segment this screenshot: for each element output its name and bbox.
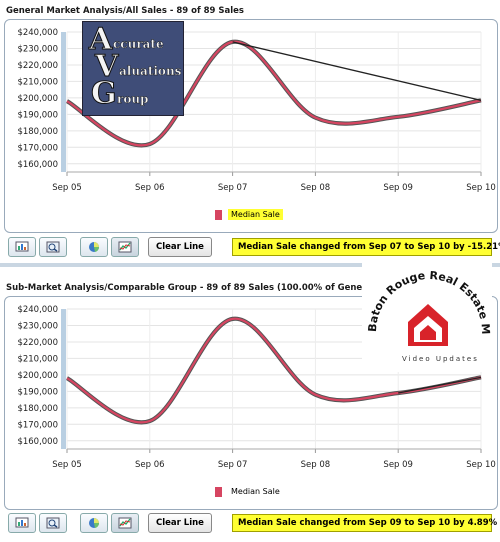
bottom-clear-line-button[interactable]: Clear Line: [148, 513, 212, 533]
y-axis-stripe: [61, 309, 66, 449]
bottom-status-message: Median Sale changed from Sep 09 to Sep 1…: [232, 514, 497, 532]
top-chart-frame: $160,000 $170,000 $180,000 $190,000 $200,000…: [4, 19, 498, 233]
top-chart-title: General Market Analysis/All Sales - 89 o…: [6, 6, 244, 16]
top-clear-line-button[interactable]: Clear Line: [148, 237, 212, 257]
baton-rouge-logo-graphic: Baton Rouge Real Estate Minute Video Upd…: [358, 252, 492, 363]
top-toolbar: Clear Line: [8, 237, 212, 257]
panel-divider: [0, 263, 500, 267]
top-line-chart: $160,000 $170,000 $180,000 $190,000 $200,000…: [17, 28, 496, 193]
y-tick-label: $200,000: [17, 94, 58, 104]
y-tick-label: $170,000: [17, 420, 58, 430]
chart-settings-icon: [15, 517, 29, 528]
top-chart-settings-button[interactable]: [8, 237, 36, 257]
y-tick-label: $190,000: [17, 110, 58, 120]
x-tick-label: Sep 09: [383, 460, 413, 470]
bottom-chart-settings-button[interactable]: [8, 513, 36, 533]
y-tick-label: $220,000: [17, 61, 58, 71]
pie-chart-icon: [89, 518, 100, 528]
bottom-legend-swatch: [215, 486, 222, 497]
y-tick-label: $180,000: [17, 127, 58, 137]
y-tick-label: $240,000: [17, 305, 58, 315]
bottom-zoom-view-button[interactable]: [39, 513, 67, 533]
y-tick-label: $170,000: [17, 143, 58, 153]
y-tick-label: $180,000: [17, 404, 58, 414]
trend-line: [232, 41, 482, 101]
top-legend-label: Median Sale: [228, 209, 283, 220]
y-tick-label: $230,000: [17, 44, 58, 54]
x-tick-label: Sep 08: [301, 183, 331, 193]
y-tick-label: $210,000: [17, 77, 58, 87]
avg-logo-word-3: roup: [117, 92, 149, 106]
top-line-chart-button[interactable]: [111, 237, 139, 257]
bottom-line-chart-button[interactable]: [111, 513, 139, 533]
x-tick-label: Sep 05: [52, 460, 82, 470]
y-tick-label: $190,000: [17, 387, 58, 397]
x-tick-label: Sep 05: [52, 183, 82, 193]
avg-logo-letter-a: A: [88, 22, 113, 58]
top-legend: Median Sale: [215, 209, 283, 220]
top-pie-chart-button[interactable]: [80, 237, 108, 257]
line-chart-icon: [118, 517, 132, 529]
series-line-median-sale: [66, 40, 482, 147]
bottom-legend-label: Median Sale: [231, 487, 280, 496]
chart-settings-icon: [15, 241, 29, 252]
x-tick-label: Sep 09: [383, 183, 413, 193]
bottom-pie-chart-button[interactable]: [80, 513, 108, 533]
avg-logo-word-2: aluations: [119, 64, 182, 78]
y-tick-label: $240,000: [17, 28, 58, 38]
x-tick-label: Sep 07: [218, 183, 248, 193]
avg-logo-letter-v: V: [94, 49, 119, 85]
top-status-message: Median Sale changed from Sep 07 to Sep 1…: [232, 238, 500, 256]
bottom-chart-title: Sub-Market Analysis/Comparable Group - 8…: [6, 283, 379, 293]
avg-logo-letter-g: G: [91, 76, 118, 112]
y-tick-label: $230,000: [17, 321, 58, 331]
zoom-view-icon: [46, 241, 60, 253]
y-tick-label: $160,000: [17, 437, 58, 447]
x-tick-label: Sep 06: [135, 460, 165, 470]
baton-rouge-logo: Baton Rouge Real Estate Minute Video Upd…: [358, 252, 492, 372]
x-tick-label: Sep 08: [301, 460, 331, 470]
x-tick-label: Sep 06: [135, 183, 165, 193]
y-tick-label: $220,000: [17, 338, 58, 348]
bottom-legend: Median Sale: [215, 486, 283, 497]
baton-rouge-logo-subtitle: Video Updates: [402, 355, 479, 363]
bottom-line-chart: $160,000 $170,000 $180,000 $190,000 $200,000…: [17, 305, 496, 470]
y-axis-stripe: [61, 32, 66, 172]
top-zoom-view-button[interactable]: [39, 237, 67, 257]
line-chart-icon: [118, 241, 132, 253]
avg-logo-word-1: ccurate: [113, 37, 164, 51]
y-tick-label: $160,000: [17, 160, 58, 170]
pie-chart-icon: [89, 242, 100, 252]
avg-logo: A ccurate V aluations G roup: [82, 21, 184, 116]
bottom-chart-frame: $160,000 $170,000 $180,000 $190,000 $200,000…: [4, 296, 498, 510]
x-tick-label: Sep 10: [466, 183, 496, 193]
x-tick-label: Sep 07: [218, 460, 248, 470]
trend-line: [398, 376, 482, 394]
bottom-toolbar: Clear Line: [8, 513, 212, 533]
zoom-view-icon: [46, 517, 60, 529]
x-tick-label: Sep 10: [466, 460, 496, 470]
top-legend-swatch: [215, 209, 222, 220]
red-house-icon: [408, 304, 448, 346]
y-tick-label: $210,000: [17, 354, 58, 364]
y-tick-label: $200,000: [17, 371, 58, 381]
